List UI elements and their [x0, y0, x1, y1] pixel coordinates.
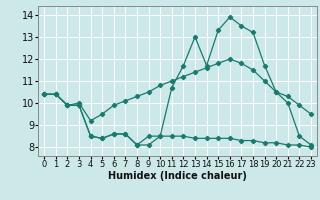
X-axis label: Humidex (Indice chaleur): Humidex (Indice chaleur)	[108, 171, 247, 181]
